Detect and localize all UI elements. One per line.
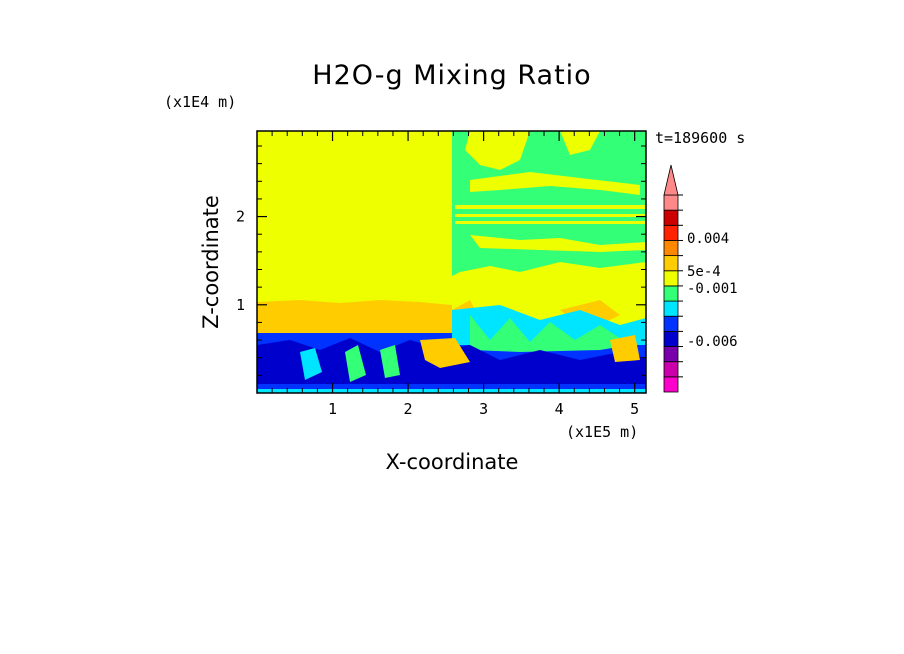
region-horizontal-streak bbox=[455, 221, 646, 224]
region-surface-layer bbox=[257, 384, 646, 393]
colorbar-label: -0.001 bbox=[687, 281, 738, 297]
region-mid-layer-orange bbox=[257, 300, 452, 333]
y-tick-label: 1 bbox=[236, 296, 245, 314]
colorbar-extension-arrow bbox=[663, 164, 679, 196]
y-axis: 12 bbox=[236, 145, 646, 376]
colorbar-label: -0.006 bbox=[687, 334, 738, 350]
colorbar-segment bbox=[663, 361, 679, 378]
x-tick-label: 5 bbox=[630, 400, 639, 418]
colorbar-label: 5e-4 bbox=[687, 264, 721, 280]
region-upper-right-dry-streak bbox=[470, 172, 640, 195]
colorbar: 0.004 5e-4-0.001 -0.006 bbox=[663, 164, 738, 393]
chart-title: H2O-g Mixing Ratio bbox=[312, 60, 591, 91]
x-tick-label: 1 bbox=[328, 400, 337, 418]
contour-field bbox=[257, 131, 646, 393]
colorbar-segment bbox=[663, 300, 679, 317]
x-scale-label: (x1E5 m) bbox=[566, 423, 638, 441]
x-axis-label: X-coordinate bbox=[386, 450, 519, 474]
region-warm-cell bbox=[610, 335, 640, 362]
region-upper-right-dry-patch bbox=[560, 131, 600, 155]
time-label: t=189600 s bbox=[655, 129, 745, 147]
region-upper-right-dry-patch bbox=[465, 131, 530, 170]
colorbar-segment bbox=[663, 285, 679, 302]
colorbar-segment bbox=[663, 270, 679, 287]
region-green-band bbox=[470, 315, 630, 352]
y-tick-label: 2 bbox=[236, 208, 245, 226]
x-tick-label: 4 bbox=[555, 400, 564, 418]
region-warm-cell bbox=[420, 338, 470, 368]
region-horizontal-streak bbox=[455, 205, 646, 209]
region-upper-right-dry-streak bbox=[470, 235, 646, 252]
colorbar-segment bbox=[663, 346, 679, 363]
y-scale-label: (x1E4 m) bbox=[164, 93, 236, 111]
colorbar-segment bbox=[663, 376, 679, 393]
colorbar-segment bbox=[663, 330, 679, 347]
plot-frame bbox=[256, 130, 647, 394]
x-axis: 1 2 3 4 5 bbox=[271, 131, 639, 418]
colorbar-segment bbox=[663, 209, 679, 226]
colorbar-segment bbox=[663, 315, 679, 332]
region-surface-strip bbox=[257, 389, 646, 393]
region-horizontal-streak bbox=[455, 214, 646, 217]
colorbar-segment bbox=[663, 240, 679, 257]
colorbar-label: 0.004 bbox=[687, 231, 729, 247]
colorbar-segment bbox=[663, 255, 679, 272]
x-tick-label: 2 bbox=[404, 400, 413, 418]
region-updraft-plume bbox=[345, 345, 366, 382]
colorbar-segment bbox=[663, 224, 679, 241]
colorbar-segment bbox=[663, 194, 679, 211]
y-axis-label: Z-coordinate bbox=[199, 195, 223, 329]
x-tick-label: 3 bbox=[479, 400, 488, 418]
region-updraft-plume bbox=[380, 345, 400, 378]
region-updraft-plume bbox=[300, 348, 322, 380]
